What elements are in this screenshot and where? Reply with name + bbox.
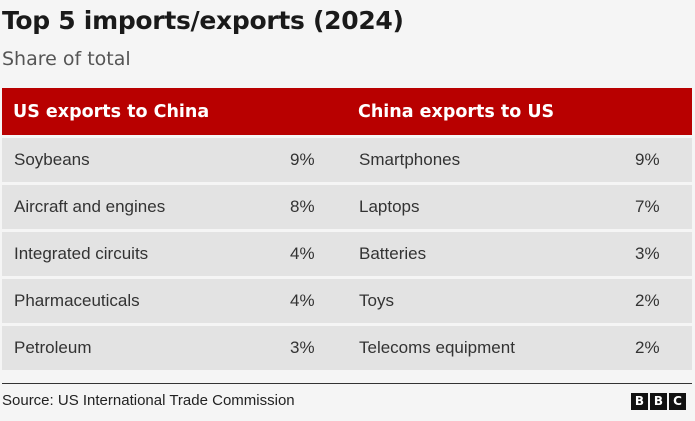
us-export-label: Soybeans — [14, 150, 90, 169]
chart-subtitle: Share of total — [2, 48, 131, 70]
chart-title: Top 5 imports/exports (2024) — [2, 6, 404, 35]
china-export-value: 9% — [635, 150, 660, 169]
us-export-value: 8% — [290, 197, 315, 216]
footer-divider — [2, 383, 692, 384]
us-export-label: Aircraft and engines — [14, 197, 166, 216]
us-export-value: 9% — [290, 150, 315, 169]
column-header-us-exports: US exports to China — [13, 101, 210, 122]
table-row: Aircraft and engines 8% Laptops 7% — [2, 185, 692, 229]
data-table: US exports to China China exports to US … — [2, 88, 692, 370]
china-export-label: Batteries — [359, 244, 427, 263]
china-export-label: Toys — [359, 291, 394, 310]
logo-block: B — [650, 393, 667, 410]
table-row: Pharmaceuticals 4% Toys 2% — [2, 279, 692, 323]
china-export-value: 7% — [635, 197, 660, 216]
column-header-china-exports: China exports to US — [358, 101, 555, 122]
china-export-value: 2% — [635, 338, 660, 357]
us-export-label: Pharmaceuticals — [14, 291, 140, 310]
china-export-value: 3% — [635, 244, 660, 263]
china-export-label: Telecoms equipment — [359, 338, 515, 357]
us-export-value: 4% — [290, 291, 315, 310]
logo-block: C — [669, 393, 686, 410]
china-export-value: 2% — [635, 291, 660, 310]
china-export-label: Laptops — [359, 197, 420, 216]
source-note: Source: US International Trade Commissio… — [2, 392, 295, 409]
table-header: US exports to China China exports to US — [2, 88, 692, 135]
table-row: Integrated circuits 4% Batteries 3% — [2, 232, 692, 276]
table-row: Soybeans 9% Smartphones 9% — [2, 138, 692, 182]
china-export-label: Smartphones — [359, 150, 461, 169]
us-export-value: 4% — [290, 244, 315, 263]
us-export-label: Petroleum — [14, 338, 92, 357]
table-row: Petroleum 3% Telecoms equipment 2% — [2, 326, 692, 370]
us-export-label: Integrated circuits — [14, 244, 149, 263]
logo-block: B — [631, 393, 648, 410]
bbc-logo: B B C — [631, 393, 686, 410]
us-export-value: 3% — [290, 338, 315, 357]
